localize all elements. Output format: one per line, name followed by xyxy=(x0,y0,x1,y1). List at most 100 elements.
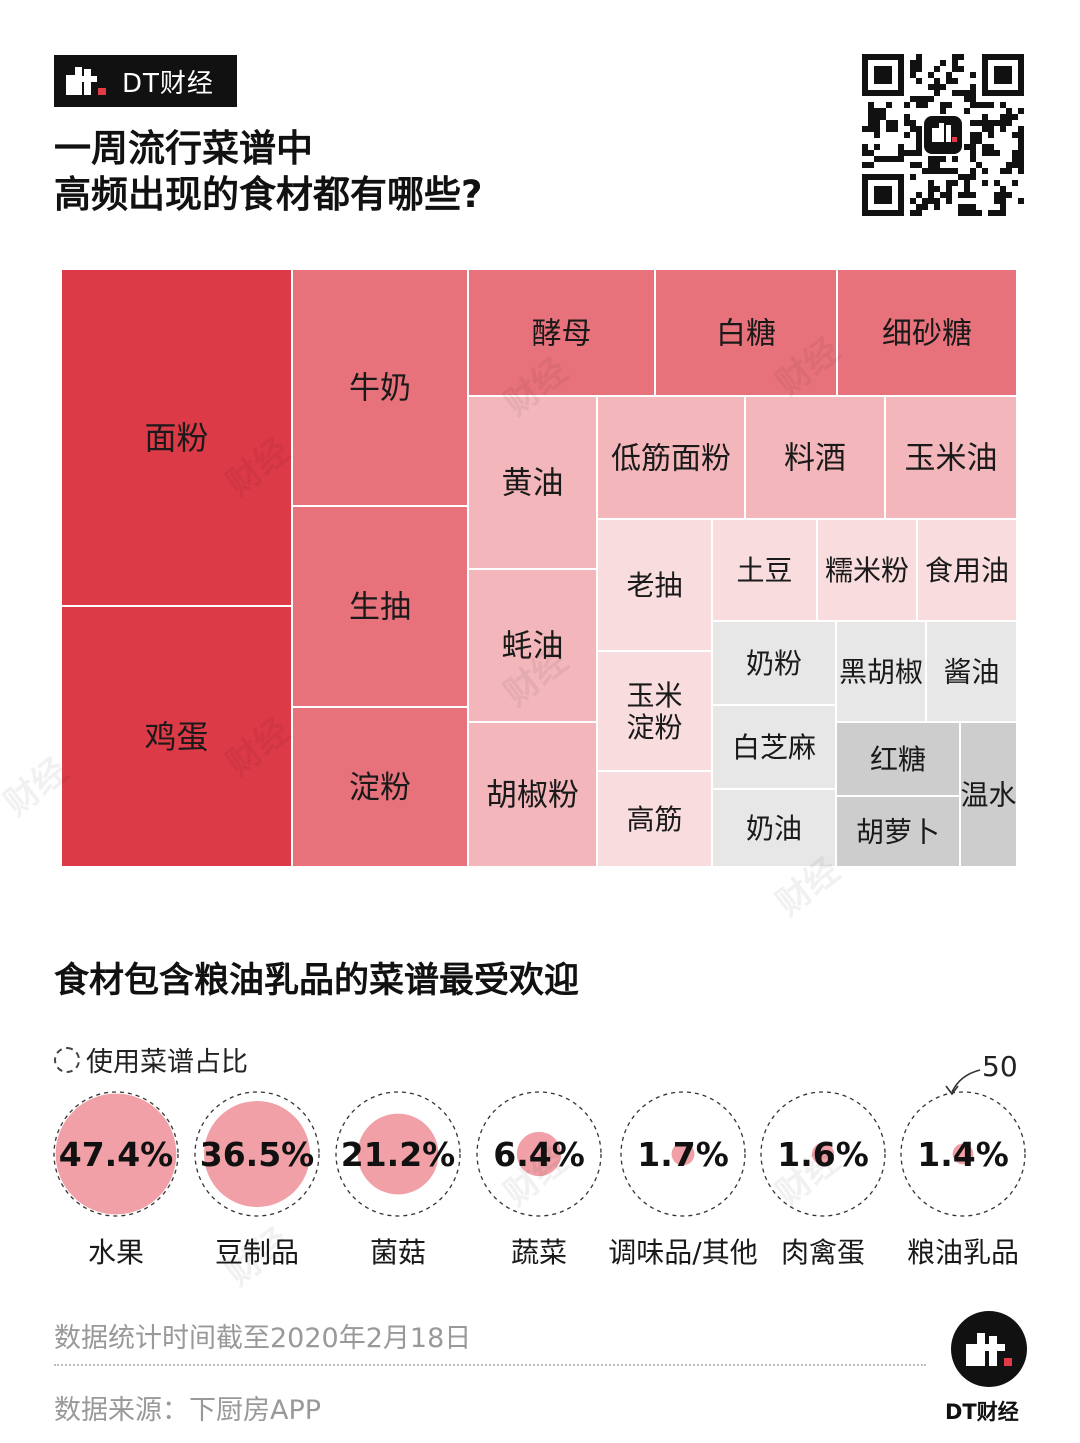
bubble-value-label: 47.4% xyxy=(59,1135,174,1174)
treemap-cell-label: 高筋 xyxy=(626,803,682,836)
treemap-cell-label: 蚝油 xyxy=(502,629,564,665)
treemap-cell-label: 红糖 xyxy=(870,743,926,776)
treemap-cell-label: 胡椒粉 xyxy=(486,778,579,814)
treemap-cell-label: 奶粉 xyxy=(746,647,802,680)
treemap-cell-label: 黄油 xyxy=(502,466,564,502)
bubble-outline xyxy=(900,1091,1026,1217)
data-date-note: 数据统计时间截至2020年2月18日 xyxy=(54,1323,472,1354)
bubble-outline xyxy=(194,1091,320,1217)
treemap-cell: 玉米淀粉 xyxy=(596,650,713,772)
bubble-fill xyxy=(952,1143,974,1165)
treemap-cell-label: 牛奶 xyxy=(349,371,411,407)
bubble-category-label: 蔬菜 xyxy=(511,1236,567,1269)
treemap-cell: 白芝麻 xyxy=(711,704,837,790)
treemap-cell: 鸡蛋 xyxy=(60,605,293,868)
dt-logo-icon xyxy=(66,67,106,95)
treemap-cell: 奶粉 xyxy=(711,620,837,706)
bubble-value-label: 21.2% xyxy=(341,1135,456,1174)
treemap-cell-label: 奶油 xyxy=(746,812,802,845)
bubble-category-label: 肉禽蛋 xyxy=(781,1236,865,1269)
bubble-outline xyxy=(476,1091,602,1217)
bubble-category-label: 粮油乳品 xyxy=(907,1236,1019,1269)
treemap-cell-label: 黑胡椒 xyxy=(839,656,923,689)
bubble-outline xyxy=(760,1091,886,1217)
treemap-cell-label: 白芝麻 xyxy=(732,731,816,764)
treemap-cell-label: 淀粉 xyxy=(349,770,411,806)
dt-circle-logo-icon xyxy=(951,1311,1027,1387)
watermark: 财经 xyxy=(219,1220,298,1294)
treemap-cell: 蚝油 xyxy=(467,568,598,723)
bubble-value-label: 1.4% xyxy=(917,1135,1009,1174)
treemap-cell: 白糖 xyxy=(654,268,838,397)
bubble-outline xyxy=(335,1091,461,1217)
bubble-fill xyxy=(811,1142,835,1166)
treemap-cell: 生抽 xyxy=(291,505,469,708)
watermark: 财经 xyxy=(497,1140,576,1214)
treemap-cell-label: 玉米油 xyxy=(905,441,998,477)
bubble-fill xyxy=(357,1113,439,1195)
section-title: 食材包含粮油乳品的菜谱最受欢迎 xyxy=(54,961,580,1001)
scale-value: 50 xyxy=(982,1050,1018,1083)
treemap-cell: 黄油 xyxy=(467,395,598,570)
footer-divider xyxy=(54,1364,926,1366)
bubble-category-label: 调味品/其他 xyxy=(608,1236,757,1269)
page-title: 一周流行菜谱中 高频出现的食材都有哪些? xyxy=(54,127,483,216)
treemap-cell-label: 酵母 xyxy=(532,316,592,351)
bubble-value-label: 6.4% xyxy=(493,1135,585,1174)
treemap-cell: 胡萝卜 xyxy=(835,795,961,868)
bubble-outline xyxy=(53,1091,179,1217)
treemap-cell-label: 温水 xyxy=(960,779,1016,812)
treemap-cell: 温水 xyxy=(959,721,1018,868)
brand-logo-badge: DT财经 xyxy=(54,55,237,107)
treemap-cell: 糯米粉 xyxy=(816,518,918,622)
treemap-cell-label: 土豆 xyxy=(736,554,792,587)
bubble-fill xyxy=(516,1131,562,1177)
treemap-cell-label: 鸡蛋 xyxy=(144,718,208,756)
treemap-cell-label: 细砂糖 xyxy=(882,316,972,351)
bubble-value-label: 1.6% xyxy=(777,1135,869,1174)
bubble-category-label: 菌菇 xyxy=(370,1236,426,1269)
treemap-cell: 料酒 xyxy=(744,395,886,520)
bubble-category-label: 豆制品 xyxy=(215,1236,299,1269)
treemap-cell-label: 糯米粉 xyxy=(825,554,909,587)
data-source-note: 数据来源：下厨房APP xyxy=(54,1395,322,1426)
treemap-cell: 红糖 xyxy=(835,721,961,797)
scale-pointer xyxy=(951,1069,981,1093)
footer-brand: DT财经 xyxy=(945,1400,1019,1424)
treemap-cell-label: 料酒 xyxy=(784,441,846,477)
treemap-cell: 酱油 xyxy=(925,620,1018,723)
treemap-cell: 土豆 xyxy=(711,518,818,622)
scale-arrow-icon xyxy=(945,1085,959,1096)
bubble-category-label: 水果 xyxy=(88,1236,144,1269)
watermark: 财经 xyxy=(769,1140,848,1214)
treemap-cell: 玉米油 xyxy=(884,395,1018,520)
treemap-cell-label: 生抽 xyxy=(349,590,411,626)
treemap-cell-label: 食用油 xyxy=(925,554,1009,587)
treemap-cell: 食用油 xyxy=(916,518,1018,622)
legend-dashed-circle-icon xyxy=(54,1046,80,1073)
bubble-value-label: 1.7% xyxy=(637,1135,729,1174)
bubble-fill xyxy=(55,1093,177,1215)
treemap-cell: 老抽 xyxy=(596,518,713,652)
qr-code-icon[interactable] xyxy=(862,54,1024,216)
treemap-cell-label: 老抽 xyxy=(626,569,682,602)
brand-name: DT财经 xyxy=(122,68,214,99)
treemap-cell-label: 胡萝卜 xyxy=(856,816,940,849)
treemap-cell-label: 玉米淀粉 xyxy=(626,679,682,744)
treemap-cell: 细砂糖 xyxy=(836,268,1018,397)
legend-label: 使用菜谱占比 xyxy=(86,1047,248,1078)
bubble-fill xyxy=(671,1142,695,1166)
treemap-cell: 牛奶 xyxy=(291,268,469,507)
bubble-value-label: 36.5% xyxy=(200,1135,315,1174)
treemap-cell-label: 低筋面粉 xyxy=(611,441,731,476)
bubble-fill xyxy=(204,1101,310,1207)
treemap-cell: 奶油 xyxy=(711,788,837,868)
treemap-cell: 高筋 xyxy=(596,770,713,868)
treemap-cell: 淀粉 xyxy=(291,706,469,868)
treemap-cell-label: 面粉 xyxy=(144,419,208,457)
treemap-cell: 面粉 xyxy=(60,268,293,607)
treemap-cell-label: 白糖 xyxy=(716,316,776,351)
treemap-cell: 低筋面粉 xyxy=(596,395,746,520)
legend: 使用菜谱占比 xyxy=(54,1040,248,1079)
